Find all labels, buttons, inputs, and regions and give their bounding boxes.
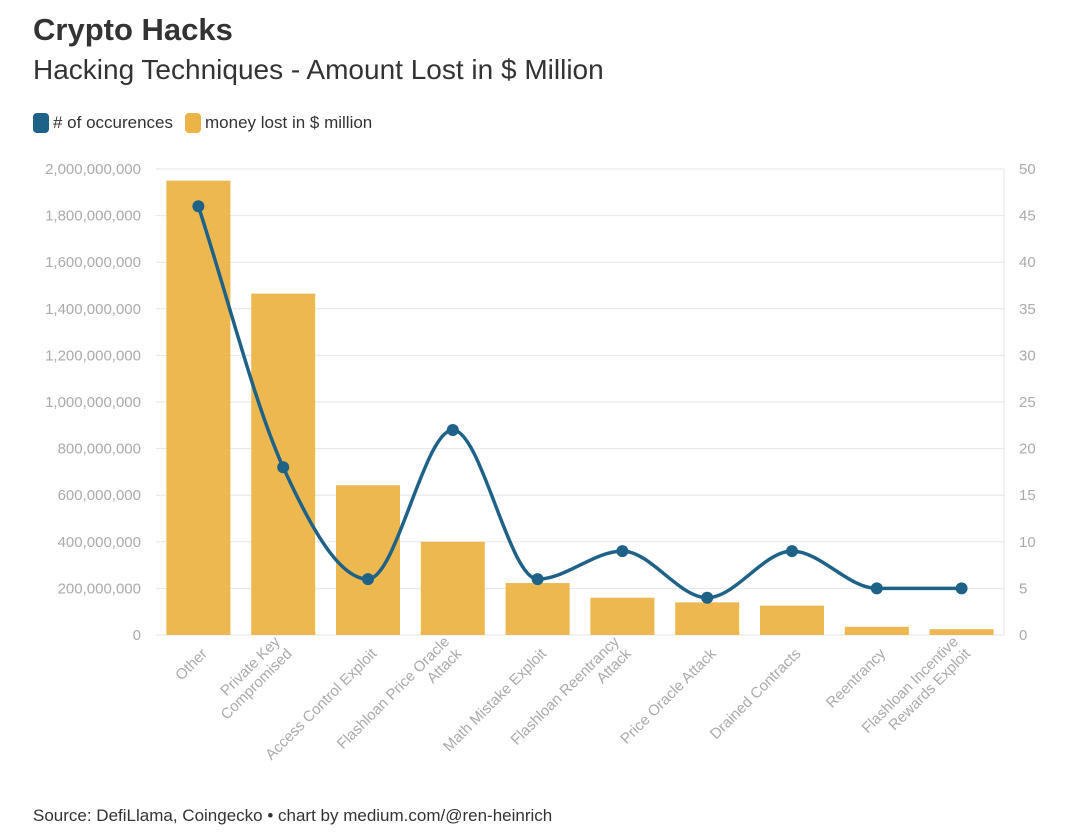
right-tick-label: 30 xyxy=(1019,347,1036,364)
legend-swatch-bar xyxy=(185,113,202,133)
bar xyxy=(929,629,994,635)
chart-title: Crypto Hacks xyxy=(33,12,233,47)
line-point xyxy=(870,582,883,595)
right-tick-label: 50 xyxy=(1019,161,1036,178)
right-tick-label: 10 xyxy=(1019,534,1036,551)
line-point xyxy=(531,573,544,586)
left-tick-label: 600,000,000 xyxy=(58,487,141,504)
line-series xyxy=(192,200,968,604)
category-label-group: Drained Contracts xyxy=(707,645,805,743)
legend-item-money-lost[interactable]: money lost in $ million xyxy=(185,113,372,133)
bar xyxy=(675,602,740,635)
bar xyxy=(505,583,570,635)
category-label: Reentrancy xyxy=(823,645,890,712)
left-tick-label: 2,000,000,000 xyxy=(45,161,141,178)
legend-label-occurences: # of occurences xyxy=(53,113,174,132)
legend-swatch-line xyxy=(33,113,49,133)
right-tick-label: 40 xyxy=(1019,254,1036,271)
right-axis-ticks: 0 5 10 15 20 25 30 35 40 45 50 xyxy=(1019,161,1036,644)
right-tick-label: 0 xyxy=(1019,627,1027,644)
right-tick-label: 15 xyxy=(1019,487,1036,504)
legend-item-occurences[interactable]: # of occurences xyxy=(33,113,173,133)
line-point xyxy=(955,582,968,595)
bar-series xyxy=(166,180,994,635)
left-tick-label: 1,800,000,000 xyxy=(45,208,141,225)
bar xyxy=(336,485,400,635)
left-tick-label: 200,000,000 xyxy=(58,580,141,597)
bar xyxy=(760,605,824,635)
right-tick-label: 35 xyxy=(1019,301,1036,318)
line-point xyxy=(616,545,629,558)
category-label-group: Price Oracle Attack xyxy=(617,645,720,748)
bar xyxy=(420,541,485,635)
left-tick-label: 400,000,000 xyxy=(58,534,141,551)
left-tick-label: 1,600,000,000 xyxy=(45,254,141,271)
category-label: Price Oracle Attack xyxy=(617,645,720,748)
line-point xyxy=(701,591,714,604)
left-tick-label: 1,400,000,000 xyxy=(45,301,141,318)
right-tick-label: 20 xyxy=(1019,441,1036,458)
bar xyxy=(590,597,655,635)
category-label: Flashloan Reentrancy xyxy=(508,633,624,749)
bar xyxy=(844,626,909,635)
line-point xyxy=(786,545,798,558)
line-point xyxy=(362,573,374,586)
source-note: Source: DefiLlama, Coingecko • chart by … xyxy=(33,806,553,825)
left-tick-label: 1,000,000,000 xyxy=(45,394,141,411)
right-tick-label: 45 xyxy=(1019,208,1036,225)
right-tick-label: 5 xyxy=(1019,580,1027,597)
left-axis-ticks: 0 200,000,000 400,000,000 600,000,000 800,00… xyxy=(45,161,141,644)
left-tick-label: 800,000,000 xyxy=(58,441,141,458)
category-label-group: Other xyxy=(172,645,211,684)
line-point xyxy=(277,461,290,474)
occurences-line xyxy=(196,204,964,600)
chart-subtitle: Hacking Techniques - Amount Lost in $ Mi… xyxy=(33,54,604,85)
category-label: Flashloan Price Oracle xyxy=(334,633,453,752)
right-tick-label: 25 xyxy=(1019,394,1036,411)
bar xyxy=(166,180,231,635)
legend-label-money-lost: money lost in $ million xyxy=(205,113,373,132)
line-point xyxy=(446,423,459,436)
category-label: Drained Contracts xyxy=(707,645,805,743)
left-tick-label: 1,200,000,000 xyxy=(45,347,141,364)
legend: # of occurences money lost in $ million xyxy=(33,113,384,133)
line-point xyxy=(192,200,205,213)
category-label-group: Reentrancy xyxy=(823,645,890,712)
category-label: Other xyxy=(172,645,211,684)
left-tick-label: 0 xyxy=(133,627,141,644)
